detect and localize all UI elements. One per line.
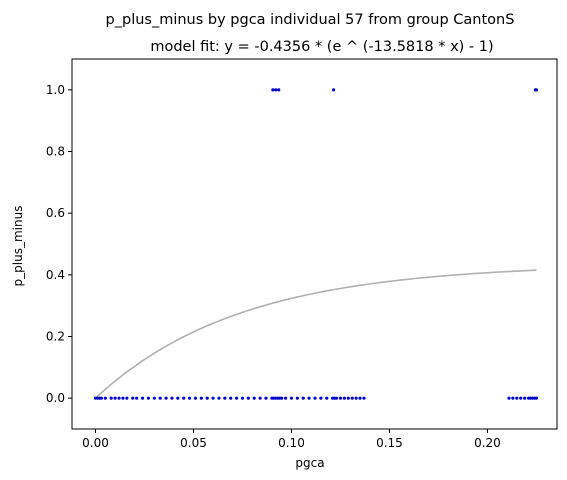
data-point [164,396,168,400]
data-point [515,396,519,400]
y-tick-label: 1.0 [46,83,65,97]
data-point [358,396,362,400]
x-axis-label: pgca [295,456,324,470]
data-point [199,396,203,400]
y-tick-label: 0.4 [46,268,65,282]
data-point [152,396,156,400]
data-point [140,396,145,400]
data-point [511,396,515,400]
data-point [205,396,209,400]
y-tick-label: 0.6 [46,206,65,220]
data-point [187,396,192,400]
data-point [135,396,139,400]
data-point [313,396,317,400]
x-tick-label: 0.10 [278,436,305,450]
data-point [319,396,323,400]
data-point [354,396,358,400]
data-point [271,88,275,92]
data-point [246,396,250,400]
data-point [523,396,527,400]
chart-title: p_plus_minus by pgca individual 57 from … [106,12,515,28]
data-point [182,396,186,400]
data-point [284,396,288,400]
data-point [332,88,336,92]
data-point [534,88,539,92]
data-point [258,396,262,400]
x-tick-label: 0.20 [474,436,501,450]
data-point [99,396,103,400]
y-axis: 0.0 0.2 0.4 0.6 0.8 1.0 [46,83,72,405]
data-point [121,396,125,400]
data-point [342,396,346,400]
data-point [350,396,354,400]
data-point [295,396,299,400]
data-point [125,396,129,400]
data-point [289,396,294,400]
data-point [362,396,366,400]
data-point [325,396,329,400]
x-tick-label: 0.15 [376,436,403,450]
data-point [109,396,113,400]
data-point [274,88,278,92]
data-point [277,88,281,92]
data-point [113,396,117,400]
data-point [193,396,198,400]
data-point [211,396,215,400]
x-tick-label: 0.00 [82,436,109,450]
data-point [117,396,121,400]
data-point [158,396,162,400]
data-point [131,396,135,400]
y-tick-label: 0.8 [46,145,65,159]
data-point [338,396,343,400]
data-point [519,396,523,400]
data-point [229,396,233,400]
data-point [235,396,239,400]
data-point [507,396,511,400]
y-tick-label: 0.2 [46,330,65,344]
data-point [534,396,539,400]
plot-frame [71,58,558,430]
data-point [176,396,180,400]
data-point [264,396,268,400]
data-point [170,396,174,400]
data-point [334,396,339,400]
data-point [346,396,350,400]
data-point [103,396,107,400]
y-axis-label: p_plus_minus [11,206,25,287]
chart-subtitle: model fit: y = -0.4356 * (e ^ (-13.5818 … [150,39,493,55]
data-point [223,396,227,400]
data-point [252,396,256,400]
data-point [307,396,311,400]
data-point [280,396,284,400]
fit-curve-layer [94,269,537,399]
data-points-layer [93,88,539,400]
data-point [301,396,305,400]
fit-curve-line [94,269,537,399]
x-axis: 0.00 0.05 0.10 0.15 0.20 [82,429,501,450]
y-tick-label: 0.0 [46,391,65,405]
x-tick-label: 0.05 [180,436,207,450]
data-point [146,396,151,400]
data-point [240,396,245,400]
data-point [217,396,221,400]
